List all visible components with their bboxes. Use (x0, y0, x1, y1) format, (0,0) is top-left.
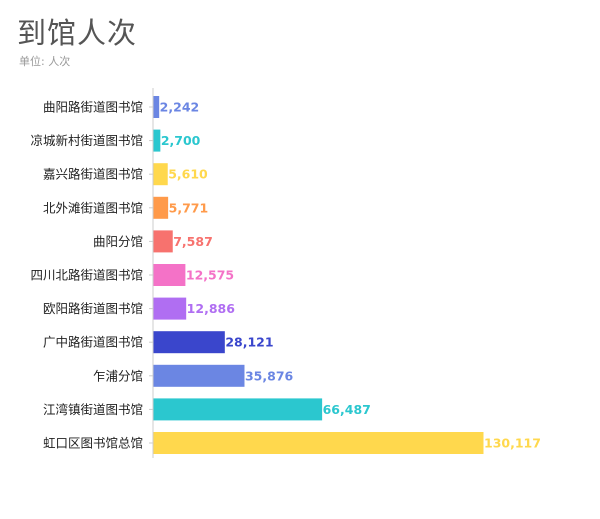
category-label: 嘉兴路街道图书馆 (43, 167, 143, 182)
value-label: 66,487 (323, 402, 371, 417)
value-label: 12,575 (186, 268, 234, 283)
bar (153, 364, 245, 387)
chart-title: 到馆人次 (17, 16, 138, 50)
bar (153, 331, 225, 354)
category-label: 广中路街道图书馆 (43, 335, 143, 350)
value-label: 7,587 (173, 234, 213, 249)
chart-subtitle: 单位: 人次 (19, 55, 71, 68)
value-label: 5,610 (168, 167, 208, 182)
category-label: 北外滩街道图书馆 (43, 200, 143, 215)
bar (153, 196, 169, 219)
bar (153, 230, 173, 253)
bar (153, 96, 160, 118)
category-label: 曲阳分馆 (93, 234, 143, 249)
value-label: 130,117 (484, 436, 541, 451)
bar (153, 398, 323, 421)
category-label: 曲阳路街道图书馆 (43, 100, 143, 115)
bar (153, 297, 187, 320)
value-label: 5,771 (169, 200, 209, 215)
bar (153, 264, 186, 286)
value-label: 2,700 (161, 133, 201, 148)
category-label: 江湾镇街道图书馆 (43, 402, 143, 417)
category-label: 欧阳路街道图书馆 (43, 301, 143, 316)
bar (153, 129, 161, 152)
category-label: 乍浦分馆 (93, 368, 143, 383)
value-label: 12,886 (187, 301, 236, 316)
bar (153, 163, 168, 186)
category-label: 凉城新村街道图书馆 (30, 133, 143, 148)
value-label: 2,242 (160, 100, 200, 115)
value-label: 28,121 (225, 335, 273, 350)
bar (153, 432, 484, 454)
value-label: 35,876 (245, 368, 294, 383)
category-label: 虹口区图书馆总馆 (43, 436, 143, 451)
category-label: 四川北路街道图书馆 (30, 268, 143, 283)
